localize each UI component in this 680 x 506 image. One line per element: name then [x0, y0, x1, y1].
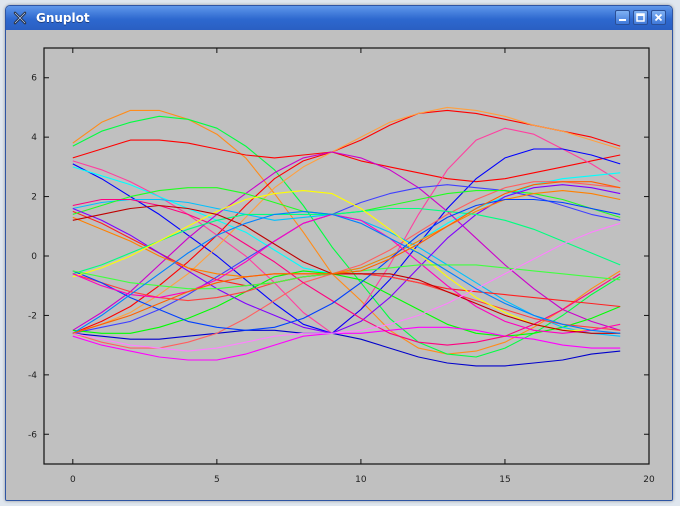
series-line-8	[72, 106, 621, 334]
series-line-30	[72, 181, 621, 334]
series-line-12	[72, 326, 621, 361]
series-line-27	[72, 204, 621, 334]
series-line-3	[72, 139, 621, 183]
x-tick-label: 0	[70, 475, 76, 485]
tick-labels: 0 5 10 15 20 -6 -4 -2 0 2 4 6	[28, 74, 655, 485]
gnuplot-chart: 0 5 10 15 20 -6 -4 -2 0 2 4 6	[28, 47, 655, 485]
y-tick-label: -4	[28, 371, 37, 381]
y-tick-label: 6	[31, 74, 37, 84]
series-line-19	[72, 190, 621, 278]
y-tick-label: -2	[28, 311, 37, 321]
series-line-28	[72, 222, 621, 352]
y-tick-label: 0	[31, 252, 37, 262]
series-line-20	[72, 198, 621, 346]
x-tick-label: 15	[499, 475, 510, 485]
series-line-9	[72, 151, 621, 331]
minimize-button[interactable]	[615, 10, 630, 25]
y-tick-label: 4	[31, 133, 37, 143]
series-line-1	[72, 109, 621, 355]
maximize-button[interactable]	[633, 10, 648, 25]
series-line-6	[72, 166, 621, 275]
series-line-29	[72, 210, 621, 334]
title-bar[interactable]: Gnuplot	[6, 6, 672, 30]
series-line-2	[72, 115, 621, 358]
x-tick-label: 20	[643, 475, 655, 485]
x-tick-label: 10	[355, 475, 367, 485]
series-line-23	[72, 198, 621, 331]
series-line-25	[72, 213, 621, 334]
y-tick-label: 2	[31, 193, 37, 203]
series-line-11	[72, 270, 621, 337]
series-line-15	[72, 198, 621, 337]
gnuplot-window: Gnuplot 0 5 10 15 20 -6 -4 -2 0 2 4 6	[5, 5, 673, 501]
gnuplot-x-icon[interactable]	[12, 10, 28, 26]
plot-area: 0 5 10 15 20 -6 -4 -2 0 2 4 6	[6, 30, 672, 500]
minimize-icon	[619, 19, 626, 21]
series-layer	[72, 106, 621, 367]
series-line-5	[72, 148, 621, 334]
y-tick-label: -6	[28, 430, 37, 440]
close-button[interactable]	[651, 10, 666, 25]
series-line-14	[72, 181, 621, 349]
ticks-layer	[44, 48, 650, 464]
series-line-10	[72, 184, 621, 334]
series-line-13	[72, 329, 621, 367]
x-tick-label: 5	[214, 475, 220, 485]
maximize-icon	[636, 13, 645, 22]
series-line-7	[72, 109, 621, 334]
window-title: Gnuplot	[36, 11, 90, 25]
series-line-18	[72, 184, 621, 334]
close-icon	[654, 13, 663, 22]
